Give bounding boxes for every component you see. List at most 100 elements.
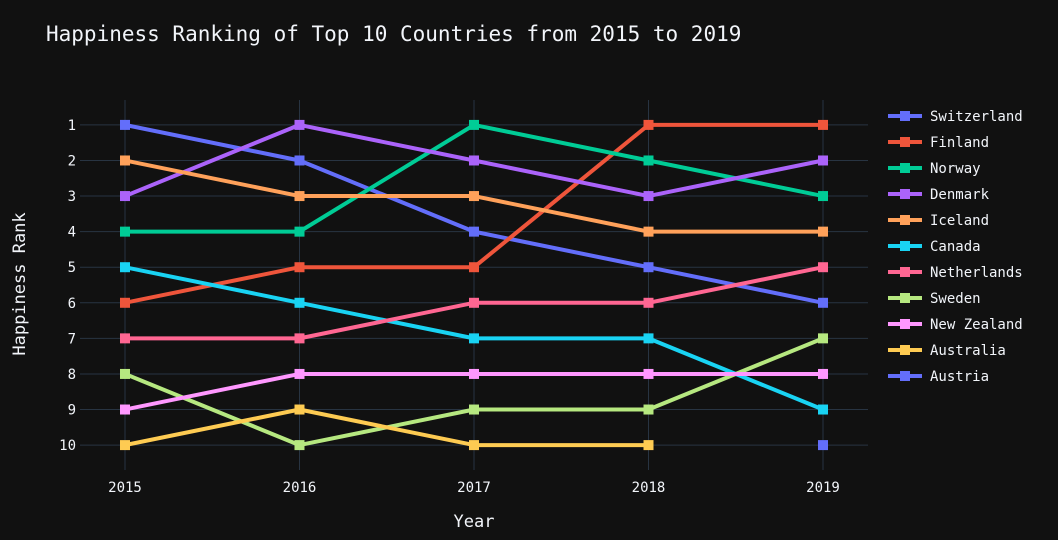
data-point-marker[interactable]: [294, 440, 305, 451]
data-point-marker[interactable]: [643, 262, 654, 273]
y-tick-label: 7: [68, 331, 76, 347]
data-point-marker[interactable]: [818, 226, 828, 237]
data-point-marker[interactable]: [120, 404, 130, 415]
legend-item[interactable]: Sweden: [888, 291, 981, 307]
x-axis-ticks: 2015 2016 2017 2018 2019: [108, 480, 840, 496]
data-point-marker[interactable]: [818, 404, 828, 415]
legend-item[interactable]: Norway: [888, 161, 981, 177]
legend-marker-swatch: [900, 241, 910, 251]
series-canada[interactable]: [120, 262, 828, 415]
data-point-marker[interactable]: [294, 404, 305, 415]
data-point-marker[interactable]: [294, 368, 305, 379]
series-lines: [120, 119, 828, 451]
series-denmark[interactable]: [120, 119, 828, 202]
data-point-marker[interactable]: [469, 119, 479, 130]
data-point-marker[interactable]: [469, 333, 479, 344]
data-point-marker[interactable]: [469, 404, 479, 415]
legend-marker-swatch: [900, 189, 910, 199]
data-point-marker[interactable]: [469, 262, 479, 273]
data-point-marker[interactable]: [120, 440, 130, 451]
data-point-marker[interactable]: [120, 191, 130, 202]
legend-label: Norway: [930, 161, 981, 177]
legend-marker-swatch: [900, 371, 910, 381]
legend-item[interactable]: Finland: [888, 135, 989, 151]
legend-label: Australia: [930, 343, 1006, 359]
data-point-marker[interactable]: [120, 155, 130, 166]
data-point-marker[interactable]: [643, 155, 654, 166]
data-point-marker[interactable]: [469, 226, 479, 237]
legend-label: Sweden: [930, 291, 981, 307]
data-point-marker[interactable]: [294, 119, 305, 130]
x-tick-label: 2018: [632, 480, 666, 496]
data-point-marker[interactable]: [643, 333, 654, 344]
data-point-marker[interactable]: [120, 262, 130, 273]
data-point-marker[interactable]: [818, 155, 828, 166]
data-point-marker[interactable]: [643, 368, 654, 379]
legend-item[interactable]: Canada: [888, 239, 981, 255]
chart-title: Happiness Ranking of Top 10 Countries fr…: [46, 22, 741, 46]
series-norway[interactable]: [120, 119, 828, 237]
data-point-marker[interactable]: [120, 297, 130, 308]
data-point-marker[interactable]: [294, 191, 305, 202]
y-axis-ticks: 1 2 3 4 5 6 7 8 9 10: [59, 118, 76, 454]
data-point-marker[interactable]: [294, 333, 305, 344]
data-point-marker[interactable]: [818, 368, 828, 379]
series-iceland[interactable]: [120, 155, 828, 237]
y-tick-label: 6: [68, 296, 76, 312]
legend-item[interactable]: Denmark: [888, 187, 990, 203]
legend[interactable]: Switzerland Finland Norway Denmark Iceland Ca…: [888, 109, 1023, 385]
legend-label: Iceland: [930, 213, 989, 229]
data-point-marker[interactable]: [469, 368, 479, 379]
series-austria[interactable]: [818, 440, 828, 451]
data-point-marker[interactable]: [643, 191, 654, 202]
legend-label: New Zealand: [930, 317, 1023, 333]
legend-item[interactable]: Switzerland: [888, 109, 1023, 125]
data-point-marker[interactable]: [120, 226, 130, 237]
data-point-marker[interactable]: [120, 333, 130, 344]
legend-item[interactable]: Australia: [888, 343, 1006, 359]
x-axis-title: Year: [454, 512, 495, 532]
y-tick-label: 2: [68, 153, 76, 169]
legend-item[interactable]: Austria: [888, 369, 989, 385]
legend-marker-swatch: [900, 267, 910, 277]
series-australia[interactable]: [120, 404, 654, 451]
legend-item[interactable]: New Zealand: [888, 317, 1023, 333]
x-tick-label: 2019: [806, 480, 840, 496]
y-tick-label: 10: [59, 438, 76, 454]
series-new-zealand[interactable]: [120, 368, 828, 415]
data-point-marker[interactable]: [469, 440, 479, 451]
legend-marker-swatch: [900, 111, 910, 121]
data-point-marker[interactable]: [294, 155, 305, 166]
data-point-marker[interactable]: [818, 262, 828, 273]
data-point-marker[interactable]: [294, 226, 305, 237]
series-finland[interactable]: [120, 119, 828, 308]
data-point-marker[interactable]: [469, 191, 479, 202]
data-point-marker[interactable]: [818, 440, 828, 451]
legend-marker-swatch: [900, 137, 910, 147]
data-point-marker[interactable]: [643, 404, 654, 415]
y-tick-label: 3: [68, 189, 76, 205]
series-netherlands[interactable]: [120, 262, 828, 344]
legend-marker-swatch: [900, 293, 910, 303]
legend-marker-swatch: [900, 215, 910, 225]
data-point-marker[interactable]: [643, 440, 654, 451]
data-point-marker[interactable]: [818, 297, 828, 308]
data-point-marker[interactable]: [643, 119, 654, 130]
data-point-marker[interactable]: [294, 297, 305, 308]
legend-label: Denmark: [930, 187, 990, 203]
data-point-marker[interactable]: [643, 297, 654, 308]
y-tick-label: 5: [68, 260, 76, 276]
data-point-marker[interactable]: [818, 333, 828, 344]
legend-item[interactable]: Iceland: [888, 213, 989, 229]
legend-marker-swatch: [900, 345, 910, 355]
data-point-marker[interactable]: [120, 119, 130, 130]
data-point-marker[interactable]: [469, 155, 479, 166]
data-point-marker[interactable]: [120, 368, 130, 379]
legend-item[interactable]: Netherlands: [888, 265, 1023, 281]
data-point-marker[interactable]: [643, 226, 654, 237]
data-point-marker[interactable]: [294, 262, 305, 273]
data-point-marker[interactable]: [469, 297, 479, 308]
data-point-marker[interactable]: [818, 191, 828, 202]
data-point-marker[interactable]: [818, 119, 828, 130]
